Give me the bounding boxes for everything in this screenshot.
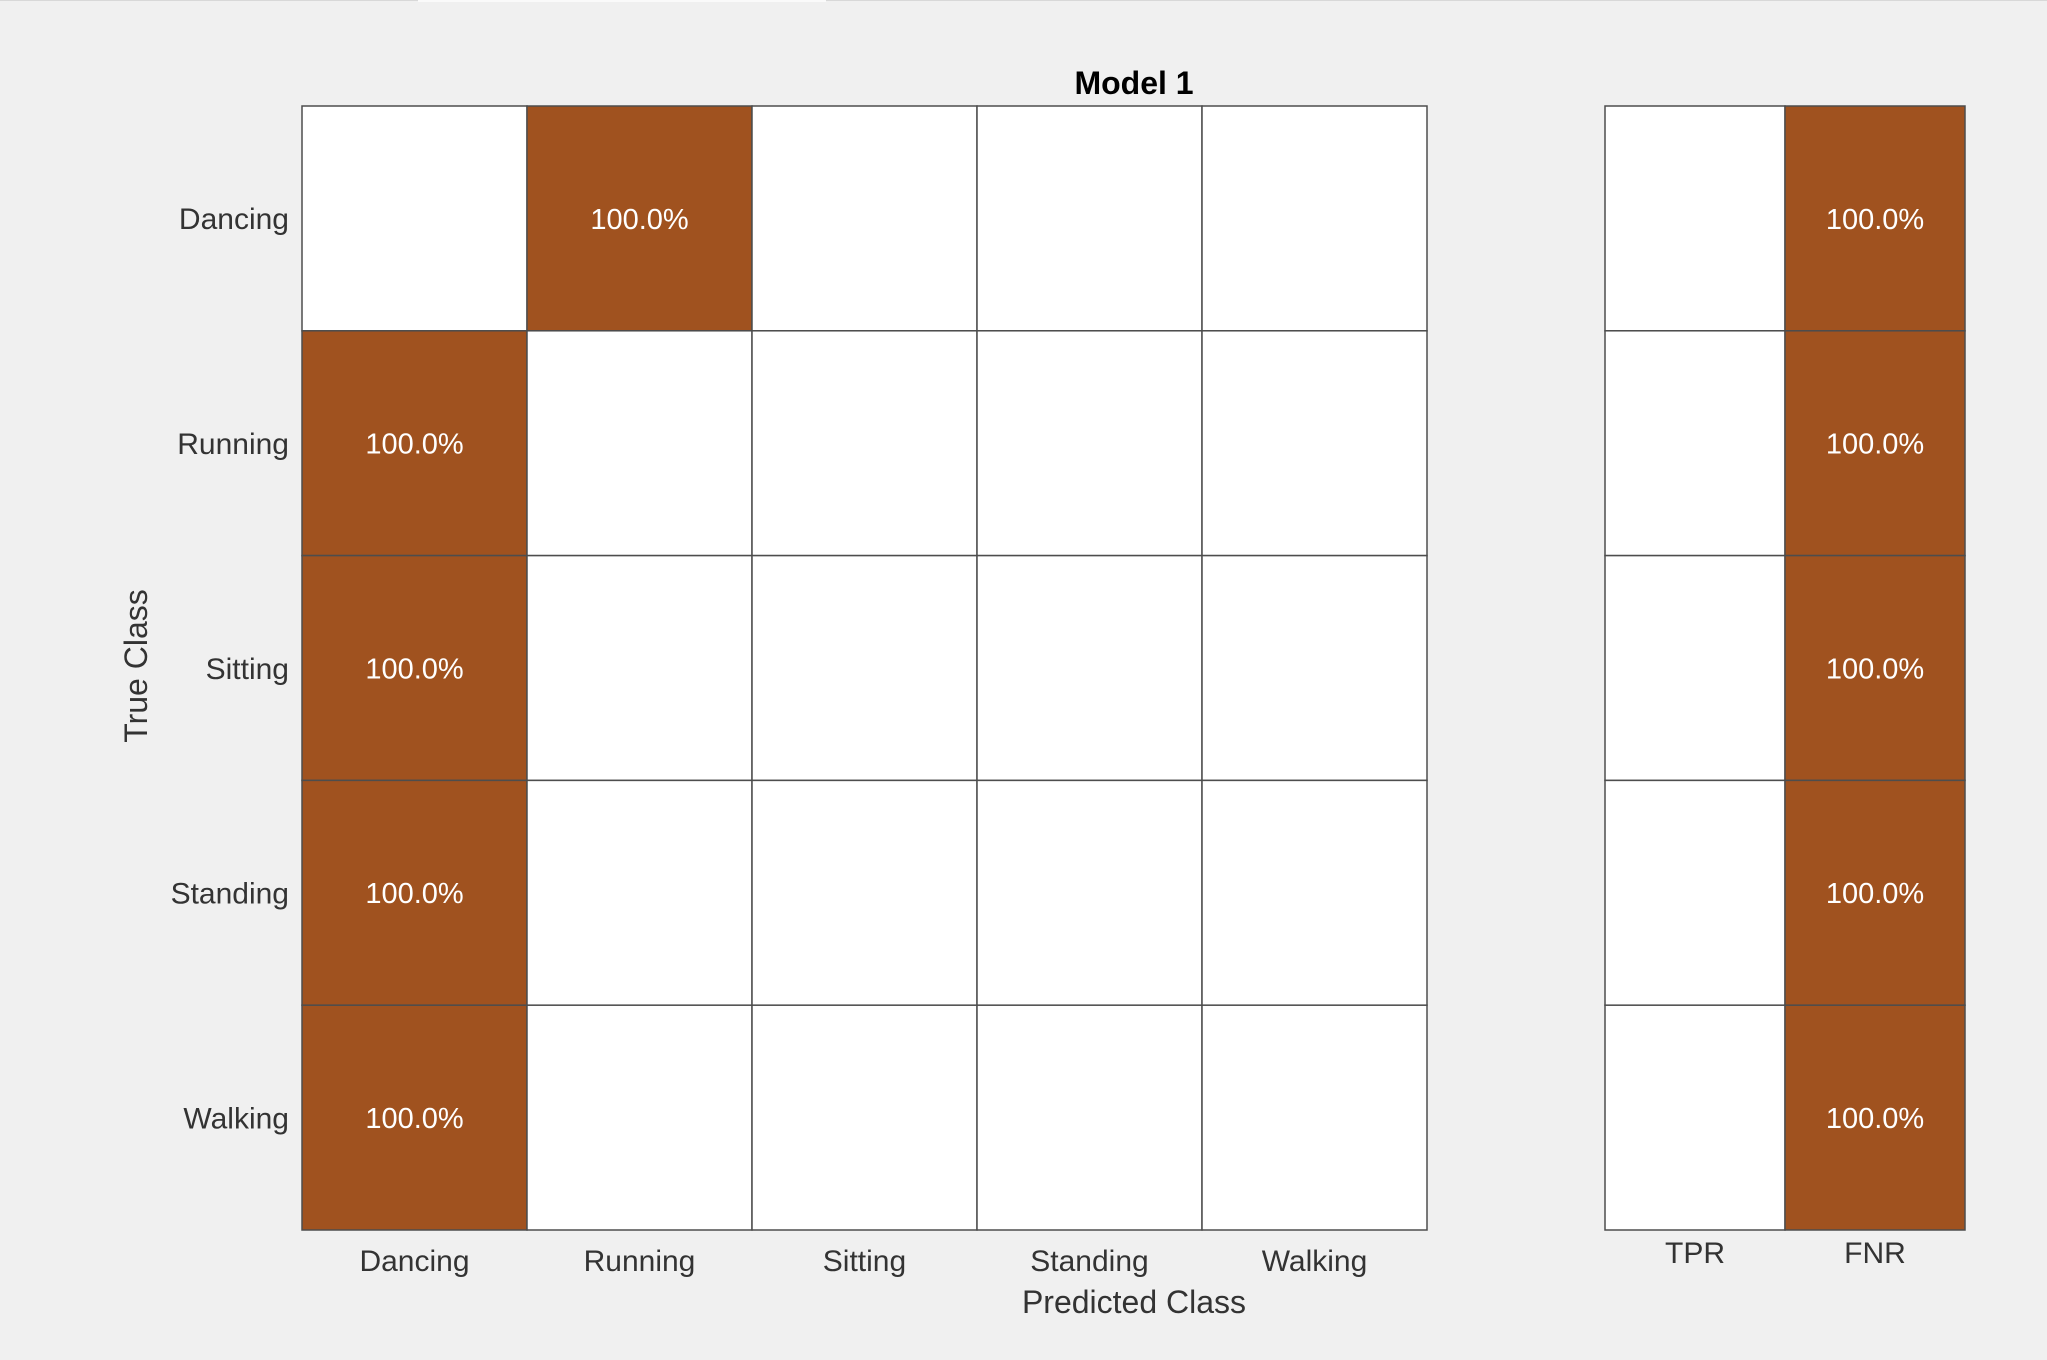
matrix-cell-dancing-walking	[1201, 105, 1428, 332]
matrix-cell-dancing-running	[526, 105, 753, 332]
x-axis-label: Predicted Class	[1022, 1284, 1246, 1320]
summary-tick-tpr: TPR	[1665, 1237, 1725, 1270]
summary-cells: 100.0% 100.0% 100.0% 100.0% 100.0%	[1604, 105, 1966, 1231]
matrix-cell-running-sitting	[751, 330, 978, 557]
y-tick-standing: Standing	[171, 878, 289, 911]
x-tick-sitting: Sitting	[823, 1245, 906, 1278]
matrix-cell-value-standing-dancing: 100.0%	[365, 878, 463, 910]
matrix-cell-sitting-walking	[1201, 554, 1428, 782]
matrix-cell-walking-standing	[976, 1004, 1203, 1231]
figure-tab-strip	[418, 0, 826, 2]
summary-cell-value-sitting-fnr: 100.0%	[1826, 653, 1924, 685]
matrix-cell-sitting-sitting	[751, 554, 978, 782]
chart-title: Model 1	[1074, 65, 1193, 101]
summary-cell-sitting-tpr	[1604, 554, 1786, 782]
summary-cell-dancing-fnr	[1784, 105, 1966, 332]
matrix-cell-sitting-standing	[976, 554, 1203, 782]
summary-cell-standing-tpr	[1604, 779, 1786, 1006]
matrix-cell-walking-running	[526, 1004, 753, 1231]
matrix-cells: 100.0% 100.0% 100.0% 100.0% 100.0%	[301, 105, 1428, 1231]
matrix-cell-value-dancing-running: 100.0%	[590, 204, 688, 236]
summary-cell-value-standing-fnr: 100.0%	[1826, 878, 1924, 910]
matrix-cell-walking-dancing	[301, 1004, 528, 1231]
matrix-cell-running-running	[526, 330, 753, 557]
matrix-cell-walking-walking	[1201, 1004, 1428, 1231]
summary-cell-standing-fnr	[1784, 779, 1966, 1006]
summary-cell-walking-tpr	[1604, 1004, 1786, 1231]
x-tick-walking: Walking	[1262, 1245, 1368, 1278]
summary-cell-running-fnr	[1784, 330, 1966, 557]
summary-cell-sitting-fnr	[1784, 554, 1966, 782]
matrix-cell-dancing-dancing	[301, 105, 528, 332]
tick-labels: Dancing Running Sitting Standing Walking Danc…	[171, 203, 1906, 1278]
window-top-border	[0, 0, 2047, 1]
matrix-cell-standing-walking	[1201, 779, 1428, 1006]
summary-cell-value-walking-fnr: 100.0%	[1826, 1103, 1924, 1135]
summary-cell-value-running-fnr: 100.0%	[1826, 429, 1924, 461]
matrix-cell-walking-sitting	[751, 1004, 978, 1231]
matrix-cell-standing-sitting	[751, 779, 978, 1006]
y-tick-running: Running	[177, 428, 289, 461]
y-tick-walking: Walking	[183, 1102, 289, 1135]
y-axis-label: True Class	[118, 589, 154, 743]
summary-cell-walking-fnr	[1784, 1004, 1966, 1231]
summary-cell-dancing-tpr	[1604, 105, 1786, 332]
matrix-cell-dancing-standing	[976, 105, 1203, 332]
matrix-cell-dancing-sitting	[751, 105, 978, 332]
matrix-cell-running-standing	[976, 330, 1203, 557]
matrix-cell-value-sitting-dancing: 100.0%	[365, 653, 463, 685]
matrix-cell-standing-dancing	[301, 779, 528, 1006]
matrix-cell-sitting-running	[526, 554, 753, 782]
y-tick-dancing: Dancing	[179, 203, 289, 236]
x-tick-standing: Standing	[1030, 1245, 1148, 1278]
matrix-cell-value-walking-dancing: 100.0%	[365, 1103, 463, 1135]
y-tick-sitting: Sitting	[206, 653, 289, 686]
matrix-cell-sitting-dancing	[301, 554, 528, 782]
matrix-cell-standing-running	[526, 779, 753, 1006]
summary-cell-value-dancing-fnr: 100.0%	[1826, 204, 1924, 236]
summary-tick-fnr: FNR	[1844, 1237, 1906, 1270]
summary-cell-running-tpr	[1604, 330, 1786, 557]
matrix-cell-running-dancing	[301, 330, 528, 557]
matrix-cell-running-walking	[1201, 330, 1428, 557]
x-tick-dancing: Dancing	[359, 1245, 469, 1278]
matrix-cell-standing-standing	[976, 779, 1203, 1006]
matrix-cell-value-running-dancing: 100.0%	[365, 429, 463, 461]
x-tick-running: Running	[584, 1245, 696, 1278]
